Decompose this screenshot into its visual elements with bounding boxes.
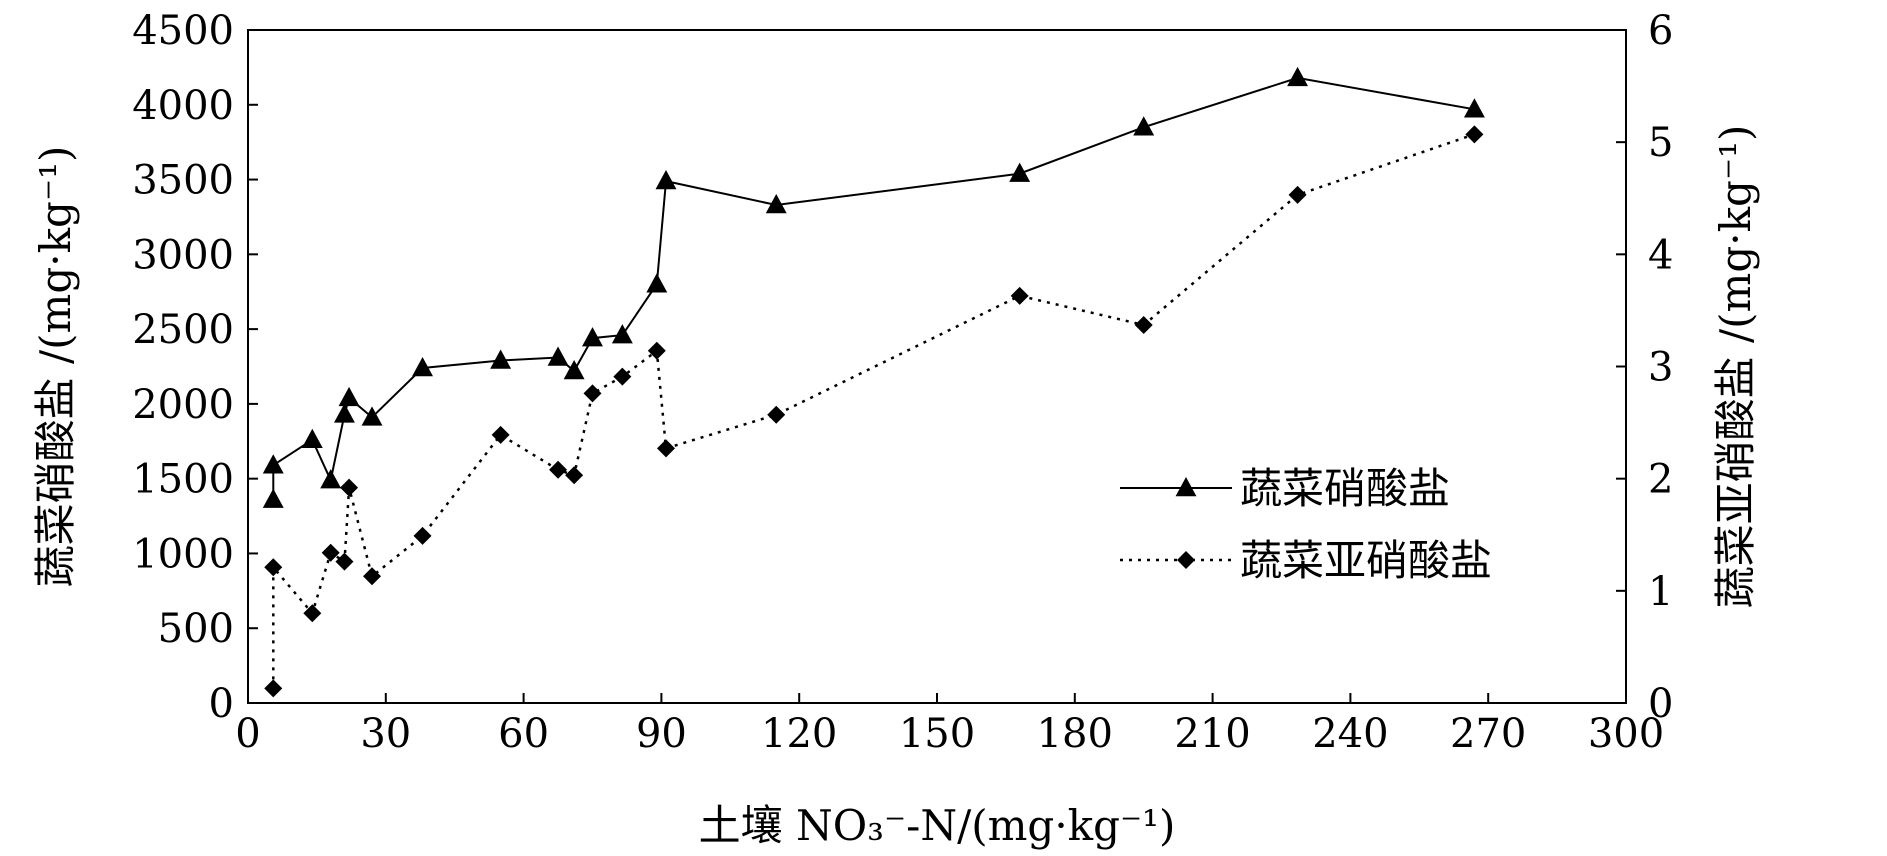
x-tick-label: 150 [899, 711, 975, 757]
data-point-nitrate [338, 386, 360, 407]
right-y-axis-ticks: 0 1 2 3 4 5 6 [1616, 8, 1673, 727]
right-y-axis-title: 蔬菜亚硝酸盐 /(mg·kg⁻¹) [1711, 125, 1760, 609]
data-point-nitrite [583, 384, 602, 403]
left-y-tick-label: 1500 [132, 457, 234, 503]
data-point-nitrite [1134, 315, 1153, 334]
right-y-tick-label: 4 [1648, 232, 1673, 278]
data-point-nitrate [547, 346, 569, 366]
data-point-nitrite [264, 679, 283, 698]
data-point-nitrite [565, 466, 584, 485]
data-point-nitrite [1010, 286, 1029, 305]
legend: 蔬菜硝酸盐 蔬菜亚硝酸盐 [1120, 464, 1492, 585]
right-y-tick-label: 3 [1648, 345, 1673, 391]
left-y-tick-label: 2000 [132, 382, 234, 428]
data-point-nitrite [613, 367, 632, 386]
data-point-nitrite [335, 552, 354, 571]
data-point-nitrate [334, 403, 355, 423]
data-point-nitrate [361, 406, 383, 426]
data-point-nitrite [656, 439, 675, 458]
legend-label-nitrite: 蔬菜亚硝酸盐 [1240, 536, 1492, 585]
plot-border [247, 29, 1627, 704]
data-point-nitrite [647, 341, 666, 360]
x-tick-label: 240 [1312, 711, 1388, 757]
data-point-nitrite [1465, 125, 1484, 144]
left-y-axis-ticks: 0 500 1000 1500 2000 2500 3000 3500 4000 4500 [132, 8, 258, 727]
data-point-nitrate [490, 349, 512, 369]
left-y-tick-label: 4500 [132, 8, 234, 54]
x-tick-label: 0 [235, 711, 260, 757]
data-point-nitrite [413, 526, 432, 545]
left-y-tick-label: 1000 [132, 531, 234, 577]
right-y-tick-label: 1 [1648, 569, 1673, 615]
left-y-axis-title: 蔬菜硝酸盐 /(mg·kg⁻¹) [31, 146, 80, 588]
left-y-tick-label: 500 [158, 606, 234, 652]
left-y-tick-label: 4000 [132, 83, 234, 129]
data-point-nitrite [264, 558, 283, 577]
data-point-nitrate [611, 324, 633, 344]
data-point-nitrate [320, 469, 342, 489]
x-tick-label: 120 [761, 711, 837, 757]
legend-label-nitrate: 蔬菜硝酸盐 [1240, 464, 1450, 513]
x-tick-label: 60 [498, 711, 549, 757]
x-tick-label: 300 [1588, 711, 1664, 757]
data-point-nitrate [582, 327, 603, 347]
right-y-tick-label: 2 [1648, 457, 1673, 503]
x-axis-ticks: 0 30 60 90 120 150 180 210 240 270 300 [235, 693, 1664, 757]
x-tick-label: 90 [636, 711, 687, 757]
data-point-nitrite [303, 604, 322, 623]
data-point-nitrate [262, 454, 284, 474]
data-point-nitrate [1133, 116, 1155, 136]
plot-frame [247, 29, 1627, 704]
x-tick-label: 30 [360, 711, 411, 757]
data-point-nitrite [549, 460, 568, 479]
legend-marker-diamond [1177, 551, 1195, 569]
x-tick-label: 180 [1037, 711, 1113, 757]
data-point-nitrate [1009, 162, 1031, 182]
x-tick-label: 270 [1450, 711, 1526, 757]
right-y-tick-label: 0 [1648, 681, 1673, 727]
series-line-nitrite [272, 133, 1475, 689]
data-point-nitrate [262, 488, 284, 508]
data-point-nitrite [363, 567, 382, 586]
data-point-nitrate [1287, 66, 1309, 87]
legend-marker-triangle [1175, 477, 1197, 497]
data-point-nitrate [765, 193, 787, 214]
left-y-tick-label: 3500 [132, 158, 234, 204]
x-axis-title: 土壤 NO₃⁻-N/(mg·kg⁻¹) [699, 801, 1176, 850]
left-y-tick-label: 3000 [132, 232, 234, 278]
series-line-nitrate [272, 76, 1475, 500]
series-layer [262, 66, 1485, 698]
data-point-nitrate [646, 273, 668, 293]
data-point-nitrate [412, 356, 433, 377]
left-y-tick-label: 0 [209, 681, 234, 727]
data-point-nitrite [767, 405, 786, 424]
data-point-nitrate [563, 359, 585, 380]
data-point-nitrite [321, 543, 340, 562]
data-point-nitrate [655, 170, 677, 190]
data-point-nitrite [1288, 185, 1307, 204]
data-point-nitrate [301, 428, 323, 449]
right-y-tick-label: 6 [1648, 8, 1673, 54]
right-y-tick-label: 5 [1648, 120, 1673, 166]
data-point-nitrate [1463, 98, 1485, 118]
left-y-tick-label: 2500 [132, 307, 234, 353]
x-tick-label: 210 [1174, 711, 1250, 757]
data-point-nitrite [491, 425, 510, 444]
data-point-nitrite [340, 478, 359, 497]
